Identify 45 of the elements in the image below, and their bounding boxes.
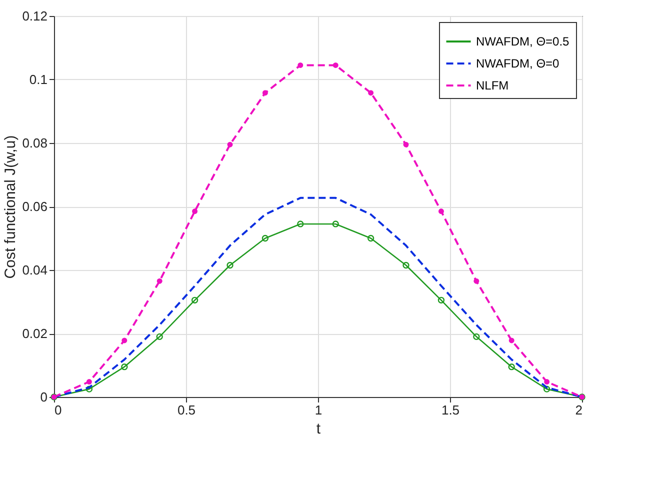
y-tick-label: 0.1 — [29, 72, 48, 87]
point — [508, 338, 514, 344]
point — [474, 278, 480, 284]
point — [262, 234, 269, 242]
point — [438, 296, 445, 304]
point — [402, 262, 410, 269]
point — [473, 333, 480, 340]
point — [332, 62, 338, 68]
point — [191, 296, 198, 304]
y-tick-label: 0.12 — [22, 8, 48, 24]
x-tick-label: 0 — [54, 402, 62, 418]
point — [121, 364, 128, 370]
point — [156, 333, 163, 340]
point — [227, 142, 233, 148]
point — [298, 62, 304, 68]
x-tick-label: 0.5 — [177, 402, 196, 418]
point — [508, 364, 515, 370]
x-axis-title: t — [316, 420, 322, 438]
y-tick-label: 0 — [40, 390, 48, 404]
x-tick-label: 1.5 — [441, 402, 460, 418]
legend-label: NLFM — [476, 78, 509, 92]
legend-label: NWAFDM, Θ=0 — [476, 56, 560, 70]
point — [156, 278, 162, 284]
point — [262, 90, 268, 96]
y-tick-label: 0.04 — [22, 262, 48, 278]
point — [368, 90, 374, 96]
point — [367, 234, 374, 242]
y-tick-label: 0.02 — [22, 326, 48, 341]
point — [226, 262, 234, 269]
point — [86, 379, 92, 384]
legend-label: NWAFDM, Θ=0.5 — [476, 34, 570, 48]
x-tick-label: 2 — [575, 402, 582, 418]
point — [543, 386, 550, 392]
point — [332, 220, 339, 228]
x-tick-label: 1 — [314, 402, 322, 418]
y-axis-title: Cost functional J(w,u) — [2, 135, 20, 279]
y-tick-label: 0.08 — [22, 136, 48, 150]
point — [192, 208, 198, 214]
point — [544, 379, 550, 384]
point — [403, 142, 409, 148]
y-tick-label: 0.06 — [22, 199, 48, 214]
point — [86, 386, 93, 392]
point — [438, 208, 444, 214]
point — [122, 338, 128, 344]
point — [297, 220, 304, 228]
